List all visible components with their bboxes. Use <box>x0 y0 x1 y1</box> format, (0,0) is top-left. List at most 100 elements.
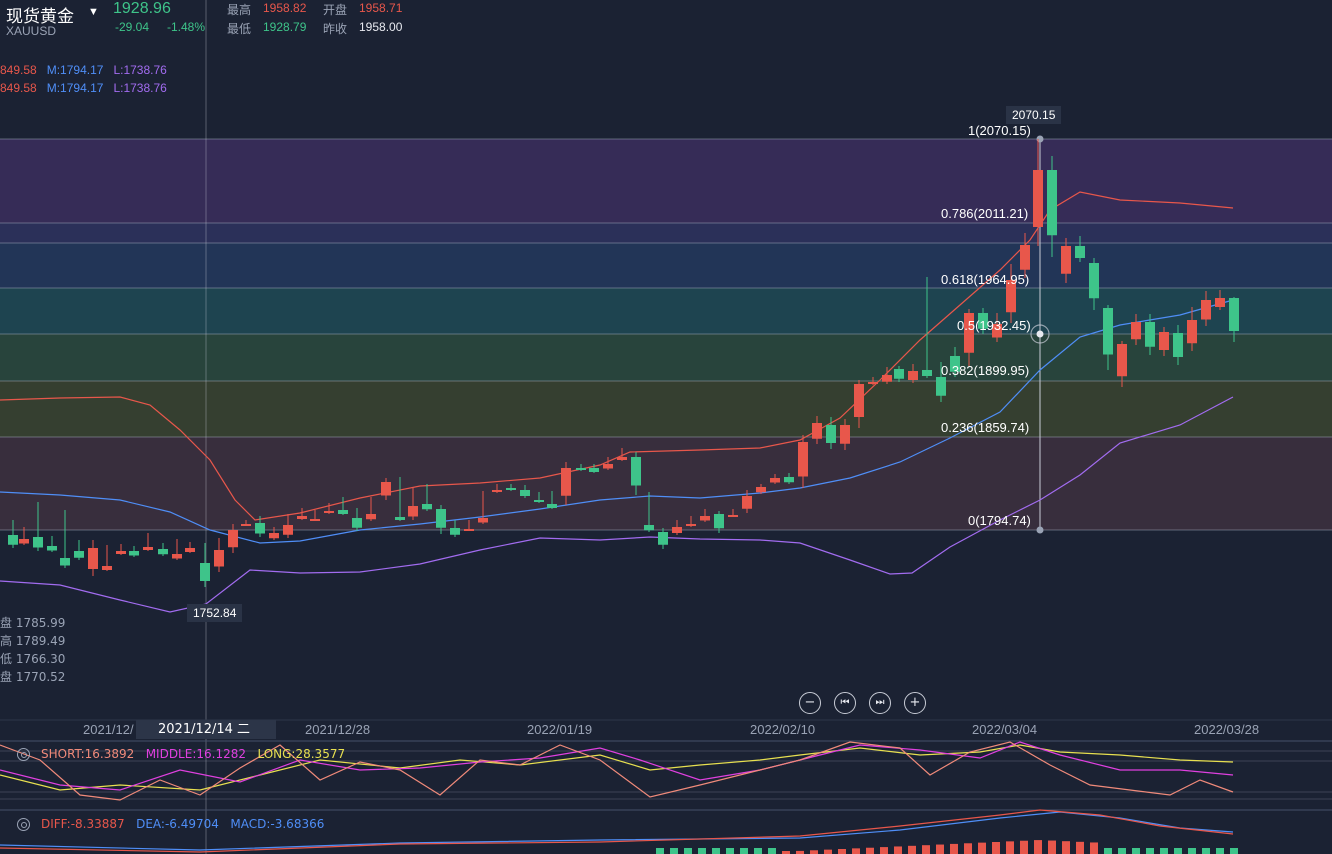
candle-body <box>102 566 112 570</box>
candle-body <box>658 532 668 545</box>
instrument-title[interactable]: 现货黄金 <box>6 7 74 27</box>
candle-body <box>338 510 348 514</box>
candle-body <box>297 516 307 519</box>
date-label: 2022/03/28 <box>1194 722 1260 737</box>
candle-body <box>1061 246 1071 274</box>
candle-body <box>547 504 557 508</box>
scroll-right-button[interactable]: ⏭ <box>869 692 891 714</box>
open-label: 开盘 <box>323 3 348 17</box>
candle-body <box>436 509 446 528</box>
candle-body <box>964 313 974 353</box>
macd-bar <box>782 851 790 854</box>
macd-bar <box>1118 848 1126 854</box>
macd-bar <box>1146 848 1154 854</box>
fib-level-0618: 0.618(1964.95) <box>941 272 1030 287</box>
candle-body <box>88 548 98 569</box>
candle-body <box>908 371 918 380</box>
fib-band <box>0 334 1332 381</box>
boll-lower-line <box>0 396 1234 613</box>
fib-level-0382: 0.382(1899.95) <box>941 363 1030 378</box>
boll-upper: 849.58 <box>0 81 37 95</box>
candle-body <box>1033 170 1043 227</box>
date-label: 2022/01/19 <box>527 722 593 737</box>
candle-body <box>868 382 878 384</box>
candle-body <box>589 468 599 472</box>
candle-body <box>700 516 710 521</box>
candle-body <box>840 425 850 444</box>
rsi-short-line <box>0 741 1234 801</box>
macd-bar <box>684 848 692 854</box>
candle-body <box>1215 298 1225 307</box>
candle-body <box>798 442 808 477</box>
macd-bar <box>726 848 734 854</box>
candle-body <box>47 546 57 551</box>
prev-close-label: 昨收 <box>323 22 348 36</box>
candle-body <box>366 514 376 520</box>
candle-body <box>228 530 238 548</box>
candle-body <box>631 457 641 486</box>
macd-bar <box>866 847 874 854</box>
fib-band <box>0 381 1332 437</box>
macd-value: MACD:-3.68366 <box>230 817 325 831</box>
candle-body <box>1229 298 1239 331</box>
high-value: 1958.82 <box>263 1 307 15</box>
boll-upper-line <box>0 191 1234 521</box>
macd-bar <box>754 848 762 854</box>
candle-body <box>686 524 696 526</box>
fib-handle <box>1030 324 1050 344</box>
boll-legend: 849.58 M:1794.17 L:1738.76 <box>0 81 167 95</box>
fib-band <box>0 437 1332 530</box>
candle-body <box>1089 263 1099 299</box>
chevron-down-icon[interactable]: ▼ <box>88 6 99 18</box>
macd-bar <box>1188 848 1196 854</box>
macd-bar <box>1230 848 1238 854</box>
candle-body <box>395 517 405 520</box>
candle-body <box>185 548 195 552</box>
low-value: 1928.79 <box>263 20 307 34</box>
fib-level-05: 0.5(1932.45) <box>957 318 1031 333</box>
rsi-middle: MIDDLE:16.1282 <box>145 747 246 761</box>
macd-dea-line <box>0 811 1234 851</box>
rsi-middle-line <box>0 741 1234 791</box>
candle-body <box>172 554 182 559</box>
candle-body <box>478 518 488 523</box>
candle-body <box>617 457 627 460</box>
macd-bar <box>1104 848 1112 854</box>
rsi-short: SHORT:16.3892 <box>41 747 135 761</box>
candle-body <box>506 488 516 490</box>
crosshair-price-tag: 1752.84 <box>187 604 243 622</box>
fib-band <box>0 243 1332 288</box>
candle-body <box>381 482 391 496</box>
prev-close-value: 1958.00 <box>359 20 403 34</box>
macd-bar <box>922 845 930 854</box>
candle-body <box>882 375 892 382</box>
macd-settings-icon[interactable] <box>17 818 30 831</box>
macd-bar <box>712 848 720 854</box>
rsi-long: LONG:28.3577 <box>257 747 346 761</box>
scroll-left-button[interactable]: ⏮ <box>834 692 856 714</box>
rsi-settings-icon[interactable] <box>17 748 30 761</box>
macd-bar <box>1090 842 1098 854</box>
macd-bar <box>880 847 888 854</box>
candle-body <box>19 539 29 544</box>
fib-handle <box>1036 526 1044 534</box>
macd-bar <box>1202 848 1210 854</box>
macd-bar <box>838 849 846 854</box>
candle-body <box>408 506 418 517</box>
candle-body <box>492 490 502 492</box>
candle-body <box>1159 332 1169 350</box>
candle-body <box>1103 308 1113 355</box>
macd-bar <box>1048 840 1056 854</box>
candle-body <box>770 478 780 483</box>
boll-middle: M:1794.17 <box>46 81 104 95</box>
zoom-in-button[interactable]: + <box>904 692 926 714</box>
candle-body <box>310 519 320 521</box>
candle-body <box>936 377 946 396</box>
zoom-out-button[interactable]: − <box>799 692 821 714</box>
candle-body <box>74 551 84 558</box>
candle-body <box>534 500 544 502</box>
macd-bar <box>1132 848 1140 854</box>
crosshair-date-tag: 2021/12/14 二 <box>136 720 276 739</box>
